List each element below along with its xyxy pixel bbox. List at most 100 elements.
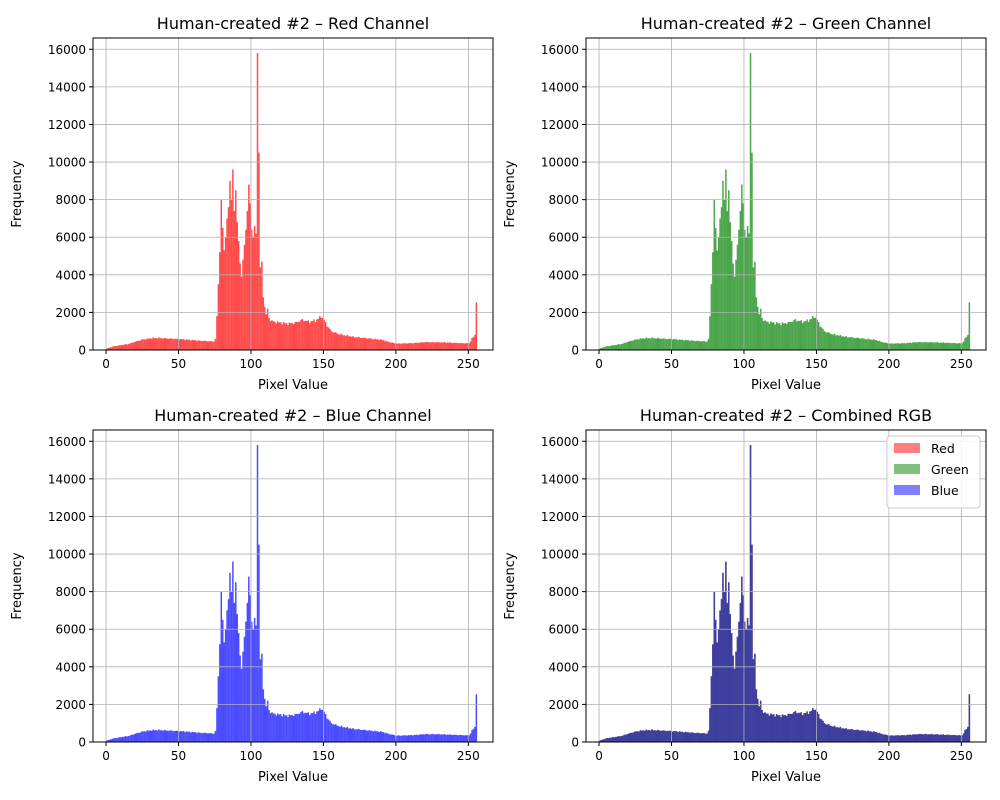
histogram-bar [746, 617, 749, 742]
histogram-bar [219, 644, 221, 742]
histogram-bar [848, 729, 850, 742]
histogram-bar [620, 736, 623, 742]
histogram-bar [368, 338, 370, 350]
histogram-bar [614, 344, 617, 350]
histogram-bar [622, 735, 624, 742]
histogram-bar [303, 713, 305, 742]
histogram-bar [426, 341, 428, 350]
histogram-bar [823, 331, 826, 350]
histogram-bar [203, 340, 205, 350]
histogram-bar [751, 152, 753, 350]
legend-swatch [894, 464, 920, 474]
histogram-bar [362, 337, 365, 350]
y-tick-label: 6000 [548, 623, 579, 637]
histogram-bar [375, 731, 378, 742]
histogram-bar [472, 337, 475, 350]
histogram-bar [374, 730, 376, 742]
x-tick-label: 0 [595, 749, 603, 763]
histogram-bar [208, 341, 211, 350]
histogram-bar [316, 711, 318, 742]
histogram-bar [693, 340, 695, 350]
histogram-bar [110, 739, 112, 742]
histogram-bar [800, 712, 802, 742]
histogram-bar [120, 345, 123, 350]
histogram-bar [401, 735, 404, 742]
histogram-bar [201, 341, 204, 350]
histogram-bar [942, 734, 945, 742]
histogram-bar [820, 327, 823, 350]
histogram-bar [703, 340, 705, 350]
histogram-bar [687, 340, 689, 350]
histogram-bar [224, 629, 227, 742]
subplot-2: 0 50 100 150 200 250 0 2000 4000 6000 8000 10000 120… [503, 14, 987, 393]
histogram-bar [450, 735, 453, 742]
histogram-bar [217, 284, 220, 350]
histogram-bar [426, 733, 428, 742]
histogram-bar [232, 169, 234, 350]
histogram-bar [699, 341, 701, 350]
histogram-bar [851, 336, 853, 350]
histogram-bar [688, 340, 691, 350]
plot-frame [585, 429, 987, 743]
histogram-bar [642, 338, 645, 350]
histogram-bar [459, 734, 462, 742]
histogram-bar [464, 735, 466, 742]
histogram-bar [346, 726, 349, 742]
y-tick-label: 4000 [55, 268, 86, 282]
histogram-bar [726, 210, 729, 350]
blue-series [599, 445, 971, 742]
histogram-bar [964, 338, 966, 350]
histogram-bar [162, 338, 165, 350]
histogram-bar [703, 732, 705, 742]
histogram-bar [332, 724, 334, 742]
histogram-bar [174, 338, 176, 350]
histogram-bar [323, 711, 325, 742]
histogram-bar [946, 342, 949, 350]
histogram-bar [182, 339, 185, 350]
histogram-bar [901, 343, 904, 350]
histogram-bar [210, 732, 212, 742]
histogram-bar [754, 653, 756, 742]
histogram-bar [871, 732, 874, 742]
histogram-bar [116, 345, 118, 350]
histogram-bar [284, 715, 286, 742]
histogram-bar [139, 732, 141, 742]
histogram-bar [738, 621, 740, 742]
histogram-bar [930, 733, 933, 742]
histogram-bar [783, 715, 785, 742]
x-tick-label: 50 [171, 749, 186, 763]
histogram-bar [891, 343, 894, 350]
histogram-bar [108, 739, 111, 742]
histogram-bar [250, 229, 253, 350]
histogram-bar [845, 728, 847, 742]
histogram-bar [413, 734, 415, 742]
histogram-bar [142, 339, 144, 350]
histogram-bar [886, 734, 888, 742]
histogram-bar [635, 339, 637, 350]
histogram-bar [127, 736, 130, 742]
histogram-bar [227, 207, 230, 350]
histogram-bar [469, 733, 472, 742]
histogram-bar [361, 730, 363, 742]
histogram-bar [139, 340, 141, 350]
histogram-bar [301, 711, 304, 742]
histogram-bar [255, 233, 257, 350]
histogram-bar [200, 732, 202, 742]
histogram-bar [327, 327, 330, 350]
histogram-bar [378, 340, 381, 350]
histogram-bar [706, 341, 708, 350]
histogram-bar [304, 320, 307, 350]
x-tick-label: 50 [664, 749, 679, 763]
x-tick-label: 150 [312, 357, 335, 371]
histogram-bar [720, 207, 723, 350]
histogram-bar [771, 322, 774, 350]
histogram-bar [725, 561, 727, 742]
histogram-bar [148, 730, 150, 742]
plot-frame [92, 37, 494, 351]
histogram-bar [197, 340, 199, 350]
histogram-bar [156, 730, 159, 742]
histogram-bar [909, 734, 911, 742]
histogram-bar [159, 730, 162, 742]
histogram-bar [913, 734, 916, 742]
histogram-bar [717, 629, 720, 742]
